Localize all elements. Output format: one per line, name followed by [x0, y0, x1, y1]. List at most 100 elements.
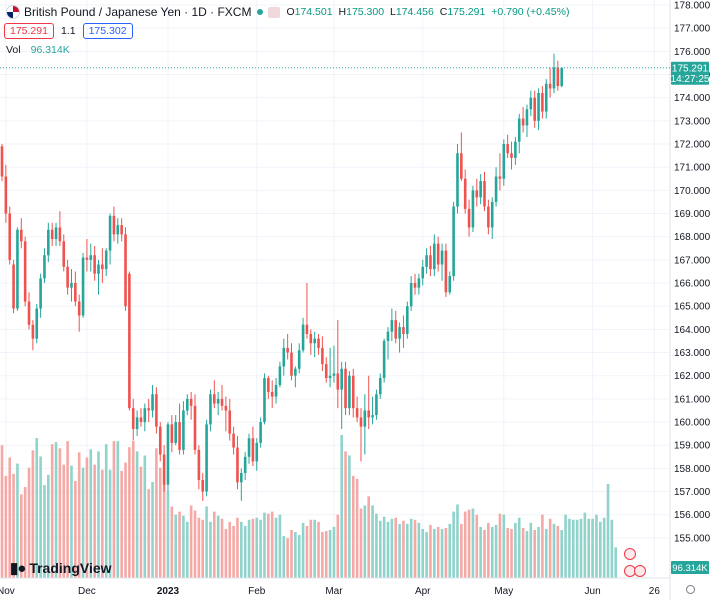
volume-bar — [147, 489, 150, 578]
last-price-tag — [671, 61, 709, 85]
volume-bar — [378, 520, 382, 578]
volume-bar — [128, 447, 131, 578]
volume-bar — [301, 522, 305, 578]
x-tick-label: Dec — [78, 586, 96, 597]
volume-bar — [351, 475, 355, 578]
volume-bar — [12, 473, 15, 578]
candle — [413, 273, 417, 295]
volume-bar — [517, 517, 521, 578]
candle — [363, 394, 367, 455]
volume-bar — [456, 504, 459, 578]
candle — [487, 199, 490, 235]
volume-legend: Vol 96.314K — [6, 44, 70, 56]
volume-bar — [544, 528, 548, 578]
volume-bar — [487, 522, 490, 578]
candle — [93, 245, 96, 281]
volume-bar — [182, 515, 185, 578]
volume-bar — [220, 518, 224, 578]
symbol-title[interactable]: British Pound / Japanese Yen · 1D · FXCM — [24, 5, 252, 19]
volume-bar — [483, 529, 486, 578]
volume-bar — [185, 521, 189, 578]
y-tick-label: 178.000 — [674, 1, 710, 12]
candle — [560, 67, 563, 88]
volume-bar — [263, 512, 266, 578]
y-tick-label: 177.000 — [674, 24, 710, 35]
candle — [255, 438, 259, 471]
candle — [197, 445, 201, 490]
volume-bar — [240, 521, 243, 578]
x-tick-label: Apr — [415, 586, 431, 597]
volume-bar — [340, 435, 343, 578]
x-tick-label: May — [494, 586, 513, 597]
volume-bar — [201, 519, 205, 578]
dividend-event-icon[interactable] — [624, 548, 636, 560]
candle — [131, 398, 135, 441]
volume-bar — [475, 514, 479, 578]
price-axis[interactable]: 155.000 156.000 157.000 158.000 159.000 160.0… — [674, 1, 710, 545]
settings-gear-icon[interactable] — [686, 585, 695, 594]
trade-buttons: 175.291 1.1 175.302 — [4, 23, 133, 39]
candle — [328, 347, 332, 388]
sell-button[interactable]: 175.291 — [4, 23, 54, 39]
candle — [58, 211, 62, 246]
y-tick-label: 174.000 — [674, 93, 710, 104]
candle — [386, 327, 390, 360]
candle — [124, 227, 127, 311]
candle — [309, 329, 313, 355]
candle — [47, 222, 50, 263]
candle — [77, 294, 81, 332]
volume-bar — [193, 510, 197, 578]
candle — [378, 373, 382, 399]
volume-bar — [363, 505, 367, 578]
candle — [301, 317, 305, 353]
y-tick-label: 169.000 — [674, 209, 710, 220]
volume-bar — [436, 526, 440, 578]
candle — [305, 283, 309, 339]
volume-bar — [27, 467, 31, 578]
candle — [89, 243, 93, 272]
volume-bar — [205, 506, 208, 578]
volume-bar — [93, 464, 96, 578]
volume-bar — [104, 444, 108, 578]
candle — [108, 213, 112, 265]
time-axis[interactable]: Nov Dec 2023 Feb Mar Apr May Jun 26 — [0, 586, 660, 597]
candle — [514, 137, 517, 165]
candle — [448, 271, 452, 295]
volume-bar — [286, 538, 289, 578]
economic-event-icon[interactable] — [634, 565, 646, 577]
volume-bar — [35, 438, 39, 578]
volume-bars — [0, 435, 618, 578]
candlestick-series — [0, 53, 563, 501]
volume-bar — [467, 509, 471, 578]
tradingview-logo[interactable]: ▮● TradingView — [10, 559, 112, 577]
volume-bar — [216, 515, 220, 578]
candle — [201, 473, 205, 501]
candle — [274, 378, 278, 404]
candle — [43, 248, 46, 284]
candle — [23, 236, 27, 307]
y-tick-label: 165.000 — [674, 302, 710, 313]
volume-bar — [317, 521, 320, 578]
volume-bar — [521, 527, 525, 578]
volume-bar — [297, 535, 301, 578]
volume-bar — [564, 514, 567, 578]
volume-bar — [552, 523, 556, 578]
volume-bar — [595, 514, 598, 578]
volume-bar — [174, 514, 177, 578]
last-price-label: 175.291 — [672, 63, 709, 74]
close-value: 175.291 — [447, 6, 486, 18]
candle — [259, 417, 262, 448]
volume-bar — [541, 514, 544, 578]
candle — [537, 88, 540, 131]
eye-icon[interactable] — [268, 6, 281, 18]
spread-value: 1.1 — [60, 25, 76, 37]
buy-button[interactable]: 175.302 — [82, 23, 133, 39]
volume-bar — [70, 465, 73, 578]
candle — [120, 218, 123, 242]
volume-label[interactable]: Vol — [6, 44, 21, 56]
open-value: 174.501 — [294, 6, 333, 18]
volume-bar — [162, 484, 166, 578]
candle — [155, 387, 158, 434]
volume-bar — [398, 523, 401, 578]
